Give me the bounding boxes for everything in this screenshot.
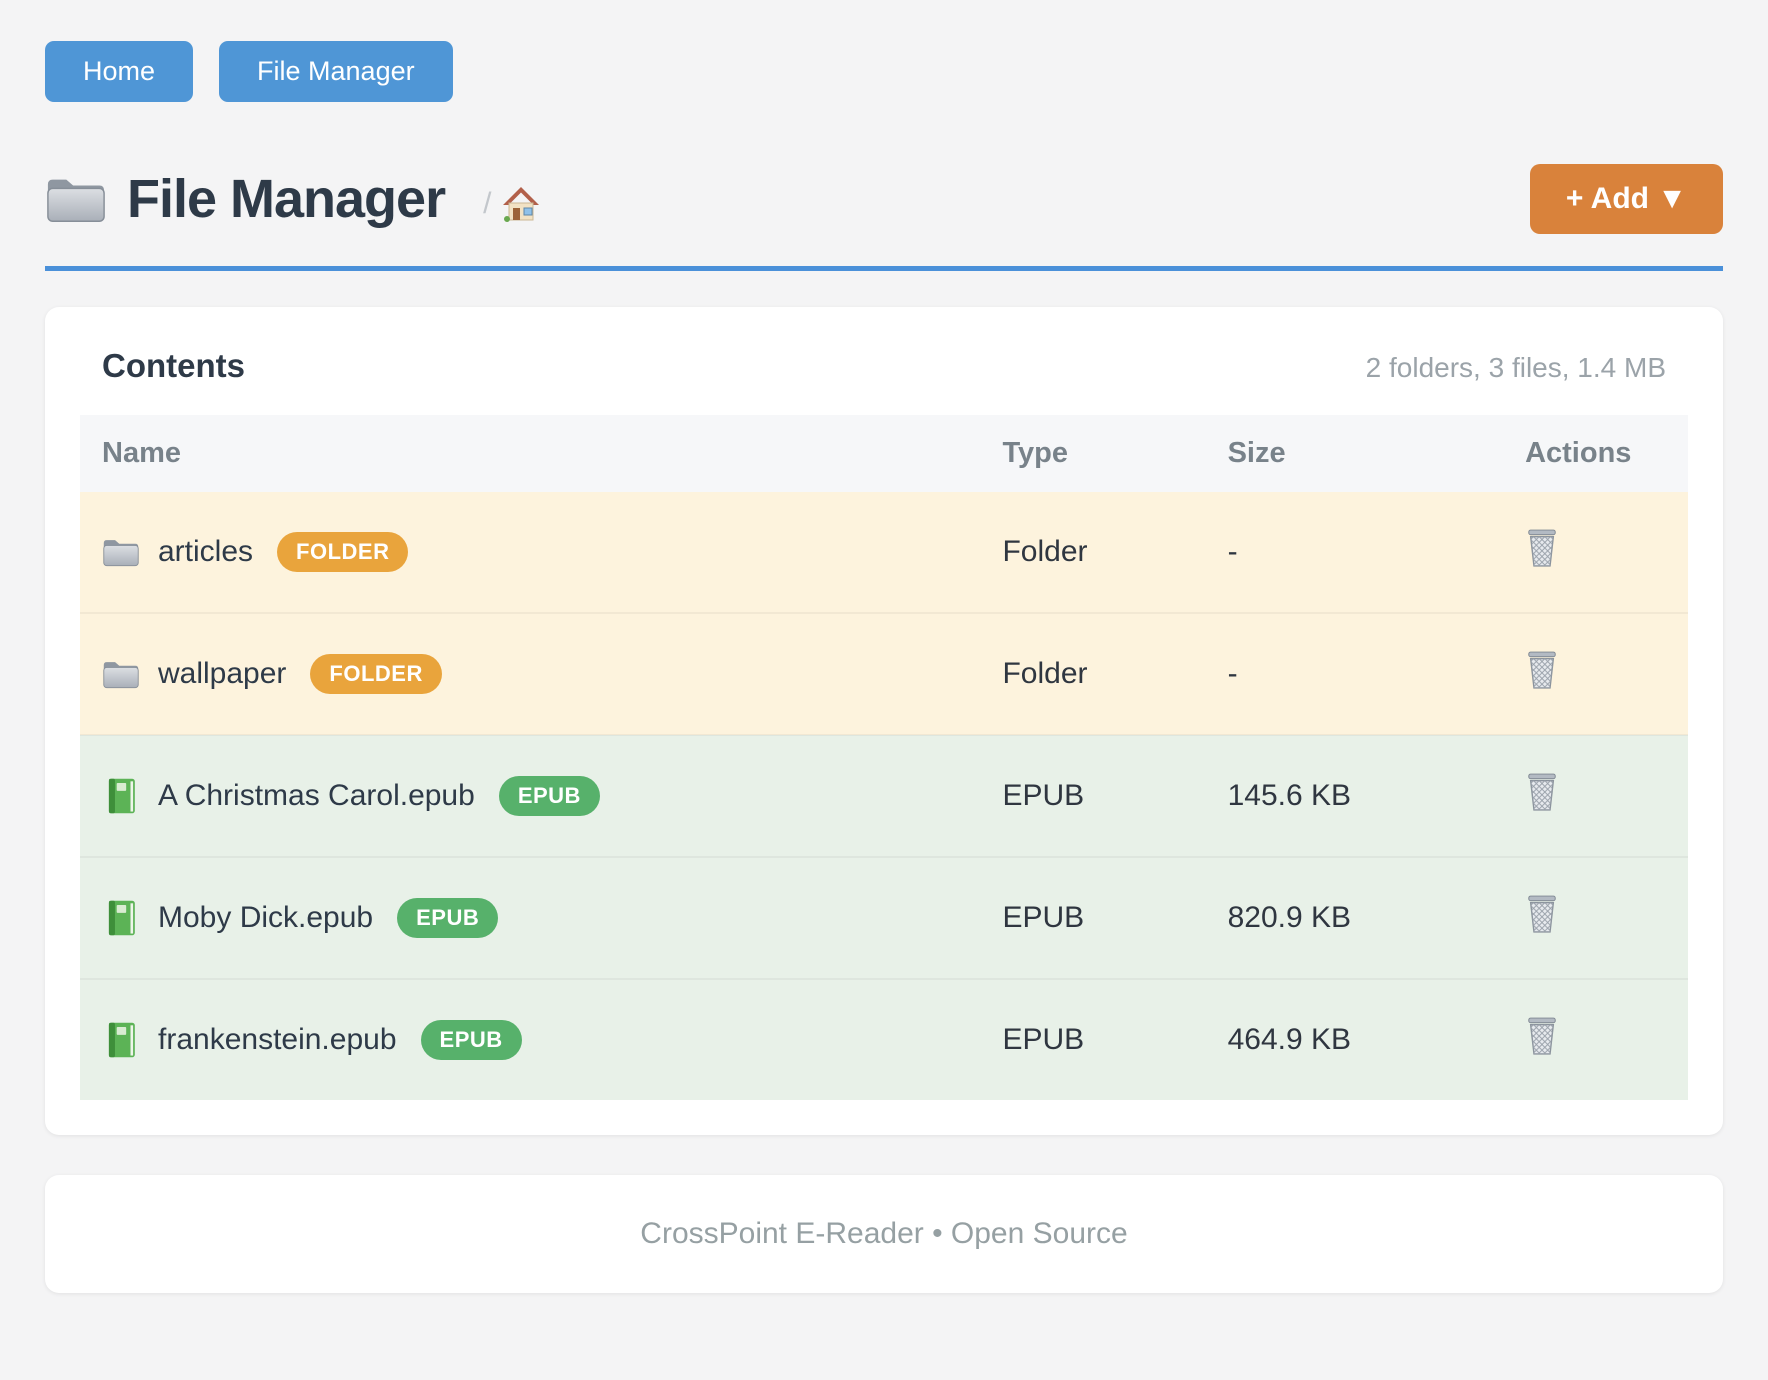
contents-title: Contents <box>102 347 245 384</box>
file-name-link[interactable]: Moby Dick.epub <box>158 901 374 934</box>
wastebasket-icon <box>1525 772 1559 812</box>
table-row: wallpaper FOLDER Folder - <box>80 612 1688 735</box>
type-cell: EPUB <box>980 856 1206 979</box>
folder-icon <box>45 172 107 226</box>
folder-icon <box>102 533 140 571</box>
table-row: articles FOLDER Folder - <box>80 492 1688 613</box>
table-row: frankenstein.epub EPUB EPUB 464.9 KB <box>80 978 1688 1100</box>
size-cell: 820.9 KB <box>1205 856 1504 979</box>
type-badge: EPUB <box>397 898 499 938</box>
contents-summary: 2 folders, 3 files, 1.4 MB <box>1365 352 1666 383</box>
home-nav-button[interactable]: Home <box>45 41 194 102</box>
type-cell: EPUB <box>980 734 1206 857</box>
file-name-link[interactable]: frankenstein.epub <box>158 1023 397 1056</box>
column-header-type: Type <box>980 415 1206 492</box>
table-header-row: Name Type Size Actions <box>80 415 1688 492</box>
footer-card: CrossPoint E-Reader • Open Source <box>45 1175 1723 1293</box>
footer-text: CrossPoint E-Reader • Open Source <box>640 1217 1128 1250</box>
top-nav: Home File Manager <box>45 41 1723 102</box>
breadcrumb-separator: / <box>483 187 492 220</box>
wastebasket-icon <box>1525 650 1559 690</box>
wastebasket-icon <box>1525 1016 1559 1056</box>
house-icon[interactable] <box>501 184 541 224</box>
column-header-actions: Actions <box>1503 415 1688 492</box>
type-badge: FOLDER <box>310 654 442 694</box>
delete-button[interactable] <box>1525 1016 1559 1056</box>
column-header-name: Name <box>80 415 981 492</box>
size-cell: 464.9 KB <box>1205 978 1504 1100</box>
type-cell: Folder <box>980 612 1206 735</box>
column-header-size: Size <box>1205 415 1504 492</box>
size-cell: 145.6 KB <box>1205 734 1504 857</box>
title-divider <box>45 266 1723 271</box>
file-name-link[interactable]: articles <box>158 535 254 568</box>
size-cell: - <box>1227 535 1238 568</box>
wastebasket-icon <box>1525 894 1559 934</box>
type-cell: Folder <box>1002 535 1088 568</box>
type-cell: EPUB <box>980 978 1206 1100</box>
table-row: Moby Dick.epub EPUB EPUB 820.9 KB <box>80 856 1688 979</box>
type-badge: EPUB <box>498 776 600 816</box>
contents-card-header: Contents 2 folders, 3 files, 1.4 MB <box>80 347 1688 385</box>
green-book-icon <box>102 777 140 815</box>
file-name-link[interactable]: A Christmas Carol.epub <box>158 779 475 812</box>
contents-card: Contents 2 folders, 3 files, 1.4 MB Name… <box>45 307 1723 1135</box>
file-manager-nav-button[interactable]: File Manager <box>219 41 453 102</box>
breadcrumb: / <box>483 184 541 224</box>
delete-button[interactable] <box>1525 528 1559 568</box>
green-book-icon <box>102 1021 140 1059</box>
type-badge: FOLDER <box>277 532 409 572</box>
table-row: A Christmas Carol.epub EPUB EPUB 145.6 K… <box>80 734 1688 857</box>
file-name-link[interactable]: wallpaper <box>158 657 287 690</box>
delete-button[interactable] <box>1525 894 1559 934</box>
folder-icon <box>102 655 140 693</box>
type-badge: EPUB <box>420 1020 522 1060</box>
wastebasket-icon <box>1525 528 1559 568</box>
green-book-icon <box>102 899 140 937</box>
delete-button[interactable] <box>1525 650 1559 690</box>
title-wrap: File Manager / <box>45 168 541 230</box>
delete-button[interactable] <box>1525 772 1559 812</box>
files-table: Name Type Size Actions articles FOLDER F… <box>80 415 1688 1100</box>
page-title: File Manager <box>127 169 446 229</box>
add-button[interactable]: + Add ▼ <box>1529 164 1723 234</box>
page-header: File Manager / + Add ▼ <box>45 164 1723 234</box>
size-cell: - <box>1205 612 1504 735</box>
